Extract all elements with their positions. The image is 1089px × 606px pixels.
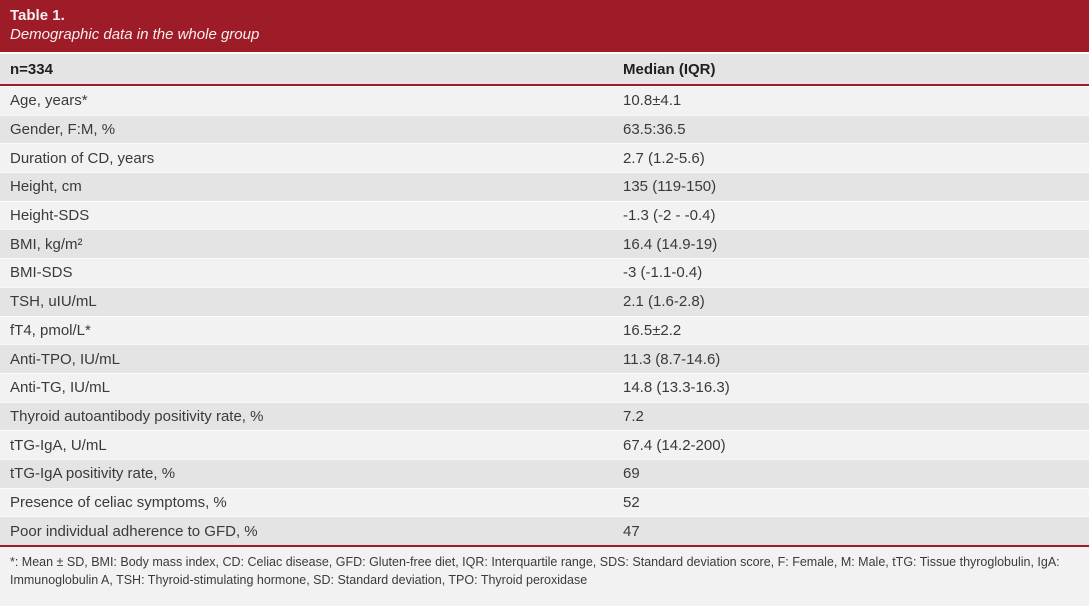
row-value: 67.4 (14.2-200) [623,436,726,454]
row-label: Height, cm [10,178,82,196]
table-row: Anti-TPO, IU/mL 11.3 (8.7-14.6) [0,344,1089,373]
row-value: 63.5:36.5 [623,121,686,139]
row-value: -1.3 (-2 - -0.4) [623,207,716,225]
table-caption: Demographic data in the whole group [10,26,260,43]
row-label: Anti-TG, IU/mL [10,379,111,397]
row-value: 10.8±4.1 [623,92,682,110]
row-label: tTG-IgA, U/mL [10,436,107,454]
table-row: Height-SDS -1.3 (-2 - -0.4) [0,200,1089,230]
table-footnote: *: Mean ± SD, BMI: Body mass index, CD: … [0,545,1089,606]
table-row: Age, years* 10.8±4.1 [0,86,1089,115]
row-label: Age, years* [10,92,88,110]
row-value: 135 (119-150) [623,178,717,196]
row-value: -3 (-1.1-0.4) [623,264,703,282]
table-rows: Age, years* 10.8±4.1 Gender, F:M, % 63.5:36… [0,86,1089,545]
row-value: 7.2 [623,407,644,425]
table-row: Gender, F:M, % 63.5:36.5 [0,114,1089,144]
table-row: Height, cm 135 (119-150) [0,172,1089,201]
column-header-median-iqr: Median (IQR) [623,60,716,78]
row-label: TSH, uIU/mL [10,293,97,311]
table-row: BMI-SDS -3 (-1.1-0.4) [0,258,1089,287]
row-value: 16.4 (14.9-19) [623,235,718,253]
row-value: 69 [623,465,640,483]
table-title-block: Table 1. Demographic data in the whole g… [0,0,1089,52]
table-row: Poor individual adherence to GFD, % 47 [0,516,1089,545]
row-label: Gender, F:M, % [10,121,116,139]
row-label: Presence of celiac symptoms, % [10,493,227,511]
table-row: Duration of CD, years 2.7 (1.2-5.6) [0,143,1089,173]
row-value: 47 [623,522,640,540]
row-value: 2.1 (1.6-2.8) [623,293,705,311]
table-row: TSH, uIU/mL 2.1 (1.6-2.8) [0,286,1089,316]
table-row: Presence of celiac symptoms, % 52 [0,487,1089,517]
row-label: tTG-IgA positivity rate, % [10,465,176,483]
row-label: Anti-TPO, IU/mL [10,350,121,368]
row-value: 52 [623,493,640,511]
row-value: 11.3 (8.7-14.6) [623,350,721,368]
row-value: 2.7 (1.2-5.6) [623,149,705,167]
row-label: Duration of CD, years [10,149,155,167]
row-label: Poor individual adherence to GFD, % [10,522,258,540]
table-row: Thyroid autoantibody positivity rate, % 7… [0,401,1089,431]
row-label: Height-SDS [10,207,90,225]
row-label: BMI, kg/m² [10,235,83,253]
table-row: fT4, pmol/L* 16.5±2.2 [0,315,1089,345]
row-value: 16.5±2.2 [623,321,682,339]
column-header-row: n=334 Median (IQR) [0,52,1089,86]
table-row: Anti-TG, IU/mL 14.8 (13.3-16.3) [0,372,1089,402]
row-value: 14.8 (13.3-16.3) [623,379,730,397]
table-row: BMI, kg/m² 16.4 (14.9-19) [0,229,1089,259]
row-label: Thyroid autoantibody positivity rate, % [10,407,264,425]
column-header-n: n=334 [10,60,53,78]
row-label: BMI-SDS [10,264,73,282]
table-number: Table 1. [10,7,65,24]
table-row: tTG-IgA, U/mL 67.4 (14.2-200) [0,430,1089,459]
row-label: fT4, pmol/L* [10,321,91,339]
table-row: tTG-IgA positivity rate, % 69 [0,458,1089,488]
